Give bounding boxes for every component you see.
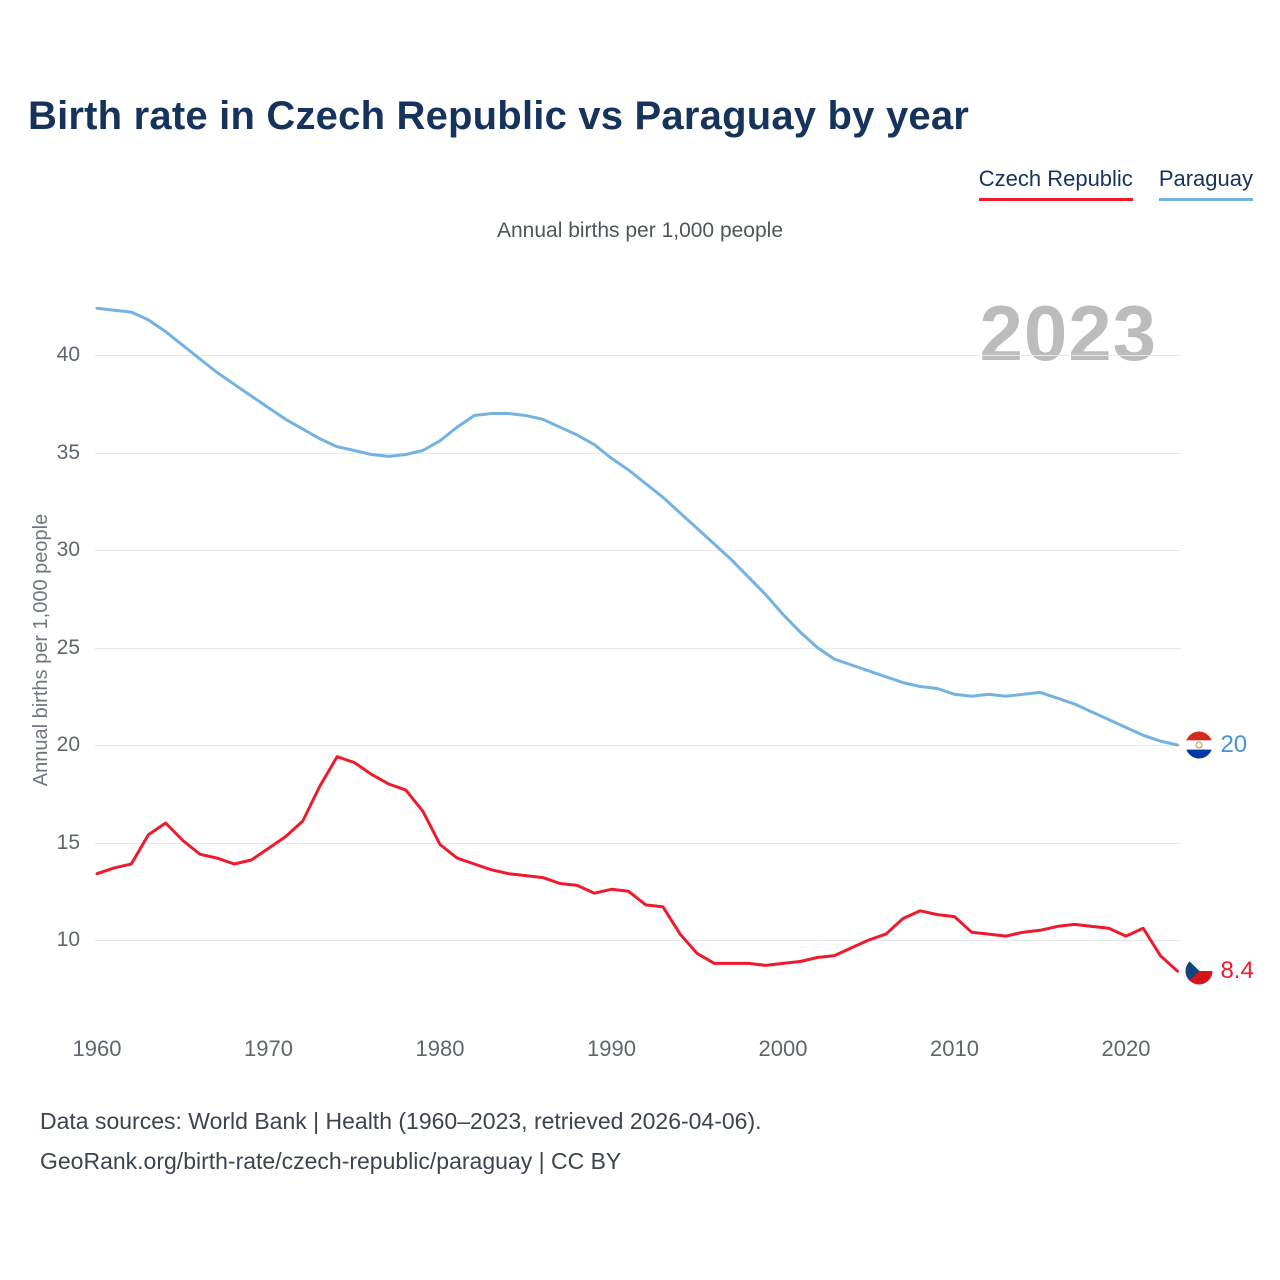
y-tick-label: 20 (56, 733, 80, 756)
y-tick-label: 35 (56, 440, 80, 464)
gridline (95, 842, 1181, 844)
y-tick-label: 30 (56, 538, 80, 561)
paraguay-end-label: 20 (1185, 731, 1247, 759)
chart-title: Birth rate in Czech Republic vs Paraguay… (28, 94, 970, 138)
gridline (95, 647, 1181, 649)
x-tick-label: 1980 (415, 1036, 465, 1061)
y-tick-label: 25 (56, 635, 80, 659)
x-tick-label: 2000 (758, 1036, 808, 1061)
y-tick-label: 40 (56, 343, 80, 366)
legend: Czech Republic Paraguay (978, 166, 1253, 201)
x-tick-label: 2010 (930, 1036, 979, 1061)
x-tick-label: 1970 (244, 1036, 293, 1061)
x-tick-label: 1990 (587, 1036, 636, 1061)
gridline (95, 355, 1181, 356)
gridline (95, 745, 1181, 746)
paraguay-flag-icon (1185, 731, 1213, 759)
czech-flag-icon (1185, 957, 1213, 985)
y-tick-label: 10 (56, 928, 80, 951)
legend-item-paraguay[interactable]: Paraguay (1158, 166, 1253, 201)
paraguay-end-value: 20 (1220, 731, 1248, 758)
gridline (95, 550, 1181, 551)
chart-subtitle: Annual births per 1,000 people (496, 219, 784, 242)
attribution-text: GeoRank.org/birth-rate/czech-republic/pa… (40, 1148, 622, 1174)
gridline (95, 452, 1181, 454)
y-tick-label: 15 (56, 830, 80, 854)
legend-item-czech-republic[interactable]: Czech Republic (978, 166, 1133, 201)
x-tick-label: 1960 (72, 1036, 122, 1061)
data-sources-text: Data sources: World Bank | Health (1960–… (40, 1108, 762, 1134)
year-watermark: 2023 (979, 289, 1157, 377)
x-tick-label: 2020 (1101, 1036, 1151, 1061)
czech-republic-end-label: 8.4 (1185, 957, 1254, 985)
czech-republic-end-value: 8.4 (1220, 957, 1254, 985)
gridline (95, 940, 1181, 941)
